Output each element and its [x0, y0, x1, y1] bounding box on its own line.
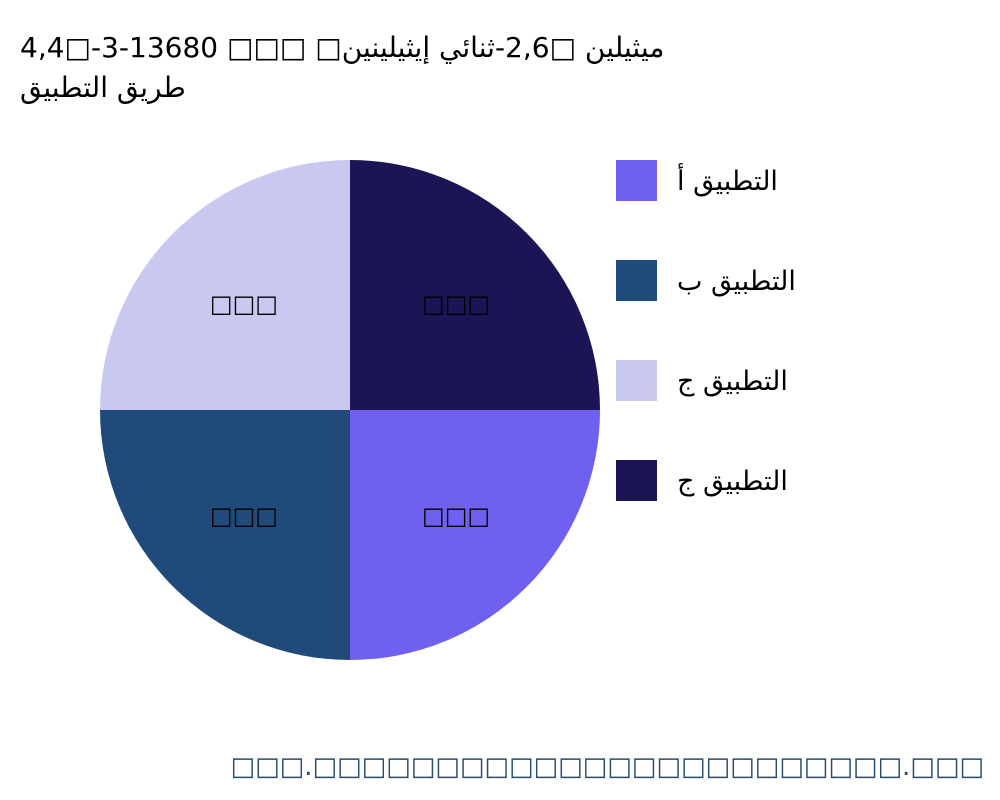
- legend-label: التطبيق ج: [677, 366, 788, 397]
- legend-label: التطبيق ج: [677, 466, 788, 497]
- slice-label: □□□: [210, 290, 278, 318]
- pie-slice: [350, 410, 600, 660]
- footer-watermark: □□□.□□□□□□□□□□□□□□□□□□□□□□□□.□□□: [230, 752, 985, 782]
- pie-slice: [350, 160, 600, 410]
- title-line-2: طريق التطبيق: [20, 71, 186, 104]
- legend-swatch: [616, 260, 657, 301]
- title-line-1: 4,4□-ميثيلين □2,6-ثنائي إيثيلينين□ □□□ 1…: [20, 31, 665, 64]
- slice-label: □□□: [422, 290, 490, 318]
- pie-slice: [100, 410, 350, 660]
- legend-label: التطبيق أ: [677, 162, 778, 197]
- legend-swatch: [616, 460, 657, 501]
- legend-label: التطبيق ب: [677, 266, 796, 297]
- chart-title: 4,4□-ميثيلين □2,6-ثنائي إيثيلينين□ □□□ 1…: [20, 28, 664, 108]
- slice-label: □□□: [210, 502, 278, 530]
- slice-label: □□□: [422, 502, 490, 530]
- legend-swatch: [616, 360, 657, 401]
- legend-swatch: [616, 160, 657, 201]
- pie-slice: [100, 160, 350, 410]
